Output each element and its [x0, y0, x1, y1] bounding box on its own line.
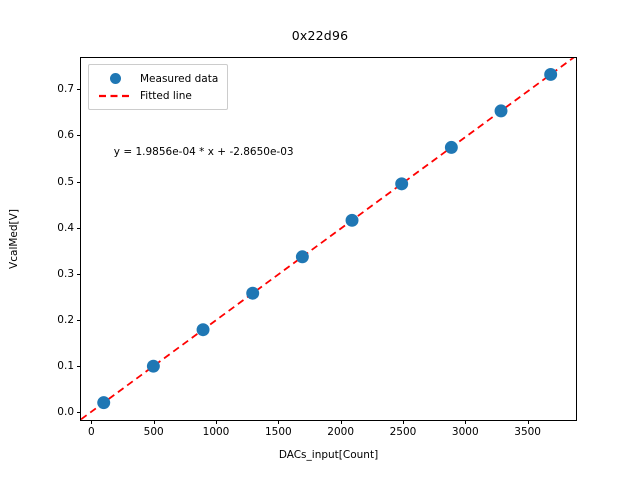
legend-label-fitted-line: Fitted line [140, 89, 192, 102]
x-tick-mark [153, 420, 155, 424]
data-point [544, 67, 558, 81]
x-axis-label: DACs_input[Count] [278, 449, 379, 461]
y-axis-label: VcalMed[V] [8, 209, 20, 269]
y-tick-label: 0.7 [57, 83, 74, 96]
legend-label-measured-data: Measured data [140, 72, 219, 85]
data-point [345, 213, 359, 227]
y-tick-label: 0.2 [57, 314, 74, 327]
y-tick-mark [77, 135, 81, 137]
y-tick-label: 0.0 [57, 406, 74, 419]
x-tick-label: 2000 [327, 426, 355, 438]
plot-canvas [81, 58, 575, 420]
data-point [494, 104, 508, 118]
y-tick-label: 0.3 [57, 267, 74, 280]
x-tick-mark [465, 420, 467, 424]
y-tick-mark [77, 227, 81, 229]
y-tick-mark [77, 320, 81, 322]
data-point [196, 323, 210, 337]
data-point [295, 250, 309, 264]
data-point [146, 359, 160, 373]
chart-legend: Measured data Fitted line [88, 64, 229, 110]
x-tick-label: 500 [143, 426, 164, 438]
y-tick-mark [77, 273, 81, 275]
y-tick-mark [77, 366, 81, 368]
x-tick-mark [527, 420, 529, 424]
dashed-line-icon [96, 91, 134, 101]
y-tick-label: 0.6 [57, 129, 74, 142]
y-tick-mark [77, 89, 81, 91]
legend-item-fitted-line: Fitted line [96, 87, 218, 104]
x-tick-mark [91, 420, 93, 424]
y-tick-label: 0.4 [57, 221, 74, 234]
data-point [395, 177, 409, 191]
x-tick-label: 3500 [514, 426, 541, 438]
x-tick-mark [216, 420, 217, 424]
x-tick-label: 2500 [389, 426, 417, 438]
x-tick-label: 1000 [202, 426, 230, 438]
measured-data-series [97, 67, 558, 410]
x-tick-label: 3000 [451, 426, 479, 438]
x-tick-mark [402, 420, 404, 424]
x-tick-mark [340, 420, 342, 424]
data-point [444, 140, 458, 154]
y-tick-label: 0.5 [57, 175, 74, 188]
data-point [246, 286, 260, 300]
x-tick-label: 1500 [264, 426, 292, 438]
y-tick-mark [77, 181, 81, 183]
x-tick-mark [278, 420, 280, 424]
data-point [97, 396, 111, 410]
x-tick-label: 0 [88, 426, 95, 438]
plot-area: y = 1.9856e-04 * x + -2.8650e-03 Measure… [57, 57, 577, 438]
fit-equation-annotation: y = 1.9856e-04 * x + -2.8650e-03 [113, 145, 294, 158]
page-title: 0x22d96 [291, 28, 349, 43]
legend-item-measured-data: Measured data [96, 70, 218, 87]
y-tick-label: 0.1 [57, 360, 74, 373]
y-tick-mark [77, 412, 81, 414]
circle-marker-icon [96, 73, 134, 84]
